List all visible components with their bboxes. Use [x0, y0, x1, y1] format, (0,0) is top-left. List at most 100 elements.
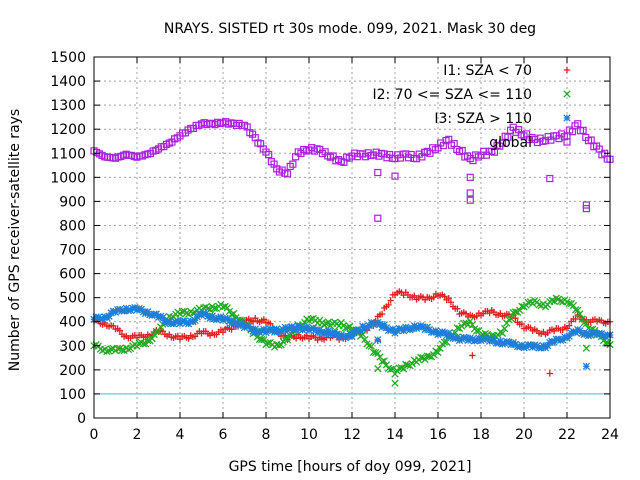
outlier-point	[546, 174, 554, 183]
data-point	[550, 297, 558, 305]
data-point	[365, 321, 373, 330]
data-point	[264, 326, 272, 334]
data-point	[139, 340, 148, 348]
data-point	[434, 348, 442, 357]
data-point	[397, 364, 406, 372]
data-point	[518, 302, 526, 310]
data-point	[378, 357, 386, 366]
data-point	[507, 314, 515, 323]
data-point	[512, 314, 519, 322]
data-point	[524, 298, 532, 307]
data-point	[320, 330, 328, 338]
data-point	[576, 310, 584, 318]
data-point	[417, 322, 425, 330]
outlier-point	[582, 344, 591, 352]
data-point	[265, 150, 273, 159]
x-tick-label: 12	[343, 427, 361, 443]
x-tick-label: 16	[429, 427, 447, 443]
data-point	[210, 304, 219, 313]
outlier-point	[546, 370, 553, 377]
data-point	[103, 347, 111, 356]
data-point	[442, 338, 451, 346]
data-point	[389, 365, 397, 373]
legend-marker	[563, 66, 571, 74]
data-point	[292, 326, 300, 334]
data-point	[599, 332, 608, 340]
outlier-point	[466, 196, 474, 204]
data-point	[462, 310, 470, 317]
data-point	[129, 304, 137, 312]
data-point	[356, 327, 365, 335]
data-point	[391, 370, 399, 378]
data-point	[324, 327, 333, 335]
data-point	[477, 336, 485, 345]
data-point	[107, 345, 115, 353]
data-point	[574, 306, 582, 314]
x-tick-label: 22	[558, 427, 576, 443]
data-point	[481, 334, 489, 342]
x-tick-label: 6	[219, 427, 228, 443]
data-point	[369, 348, 378, 356]
data-point	[341, 324, 350, 332]
legend-marker	[563, 138, 571, 146]
legend-marker	[563, 90, 571, 98]
data-point	[436, 344, 444, 352]
data-point	[361, 335, 369, 344]
outlier-point	[466, 189, 474, 197]
data-point	[154, 328, 163, 336]
legend-label: I2: 70 <= SZA <= 110	[372, 87, 532, 103]
x-tick-label: 20	[515, 427, 533, 443]
y-tick-label: 600	[59, 267, 86, 283]
grid	[94, 57, 610, 418]
x-tick-label: 0	[90, 427, 99, 443]
data-point	[543, 342, 552, 350]
data-point	[460, 319, 468, 328]
data-point	[582, 319, 591, 328]
data-point	[289, 160, 297, 168]
data-point	[432, 327, 440, 335]
y-tick-label: 1400	[50, 74, 86, 90]
data-point	[146, 311, 154, 319]
data-point	[228, 326, 235, 333]
data-point	[578, 329, 586, 338]
data-point	[378, 310, 386, 318]
data-point	[156, 312, 165, 320]
data-point	[182, 309, 191, 317]
data-point	[447, 299, 455, 306]
data-point	[292, 335, 300, 342]
data-point	[445, 294, 452, 302]
x-tick-label: 14	[386, 427, 404, 443]
data-point	[215, 314, 223, 322]
data-point	[565, 322, 573, 329]
x-tick-label: 18	[472, 427, 490, 443]
data-point	[101, 313, 109, 321]
data-point	[430, 293, 437, 301]
data-point	[285, 324, 294, 332]
data-point	[380, 357, 388, 365]
outlier-point	[374, 365, 382, 373]
outlier-point	[391, 379, 399, 387]
data-point	[574, 120, 582, 128]
data-point	[253, 327, 262, 336]
outlier-point	[391, 172, 399, 180]
data-point	[344, 323, 352, 332]
data-point	[500, 324, 509, 333]
data-point	[441, 293, 448, 300]
data-point	[518, 320, 526, 328]
data-point	[440, 338, 449, 346]
data-point	[565, 299, 573, 308]
data-point	[154, 313, 163, 322]
data-point	[230, 309, 238, 318]
data-point	[389, 325, 397, 333]
data-marks	[90, 118, 614, 387]
legend-label: I1: SZA < 70	[443, 63, 532, 79]
data-point	[270, 328, 279, 336]
data-point	[580, 318, 588, 327]
data-point	[468, 321, 477, 329]
data-point	[191, 316, 199, 325]
y-tick-label: 0	[77, 411, 86, 427]
data-point	[371, 319, 380, 327]
data-point	[324, 318, 333, 326]
data-point	[307, 315, 315, 323]
